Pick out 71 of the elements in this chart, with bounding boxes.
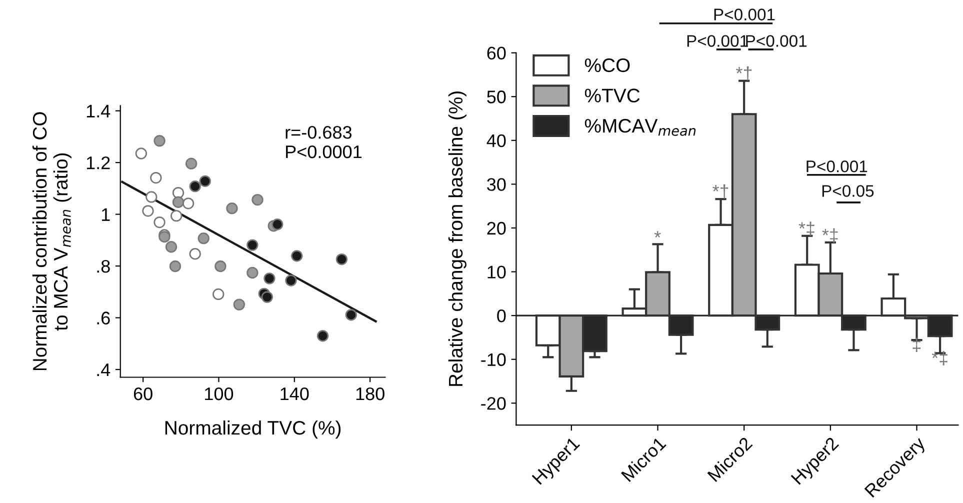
text: P<0.001 [714, 8, 775, 20]
point [285, 274, 297, 286]
point [182, 198, 194, 210]
y-axis-title: Relative change from baseline (%) [448, 92, 466, 386]
point [291, 250, 303, 262]
y-tick-label: 1.4 [86, 104, 110, 118]
y-tick-label: 0 [497, 309, 506, 322]
point [345, 309, 357, 321]
legend-label: %TVC [584, 88, 640, 102]
point [189, 248, 201, 260]
text: P<0.001 [687, 35, 748, 47]
annotation: * [654, 231, 661, 238]
y-tick-label: 30 [487, 178, 506, 191]
legend-label: %CO [584, 58, 630, 72]
point [214, 260, 226, 272]
point [169, 260, 182, 272]
annotation: *‡ [932, 351, 948, 366]
y-tick-label: 60 [487, 46, 506, 60]
point [146, 191, 158, 203]
y-tick-label: 20 [487, 222, 506, 235]
point [272, 218, 284, 230]
y-tick-label: .8 [97, 260, 110, 273]
point [316, 330, 329, 342]
annotation: P<0.001 [806, 160, 868, 172]
y-tick-label: 10 [488, 266, 506, 278]
annotation: *† [736, 66, 752, 81]
x-tick-label: 100 [205, 387, 234, 400]
legend-label: %MCAV$_{mean}$ [584, 118, 696, 136]
point [336, 253, 348, 266]
y-tick-label: 1.2 [86, 156, 110, 170]
point [198, 232, 210, 244]
point [226, 202, 238, 214]
point [199, 175, 211, 188]
y-tick-label: 1 [102, 208, 110, 221]
point [150, 172, 162, 184]
text: P<0.001 [746, 35, 807, 47]
point [154, 216, 166, 228]
y-tick-label: 40 [486, 134, 506, 148]
y-tick-label: -10 [481, 353, 506, 366]
point [261, 291, 274, 303]
x-tick-label: 140 [280, 387, 309, 400]
point [233, 298, 246, 310]
annotation: ‡ [912, 338, 920, 352]
point [170, 210, 182, 222]
x-tick-label: 60 [134, 387, 152, 400]
point [212, 288, 224, 300]
point [246, 239, 258, 251]
point [172, 196, 184, 208]
point [135, 148, 148, 160]
point [165, 241, 178, 253]
y-tick-label: .6 [97, 312, 110, 324]
x-tick-label: 180 [356, 387, 384, 400]
point [246, 266, 258, 279]
annotation: *‡ [822, 228, 838, 243]
point [172, 186, 184, 199]
y-tick-label: -20 [481, 397, 506, 410]
x-axis-title: Normalized TVC (%) [165, 420, 341, 439]
point [154, 134, 166, 147]
annotation: P<0.0001 [286, 145, 362, 158]
point [185, 158, 198, 170]
point [264, 272, 276, 284]
point [142, 205, 154, 217]
point [252, 194, 264, 206]
annotation: P<0.05 [822, 185, 874, 197]
annotation: *‡ [798, 222, 814, 236]
y-tick-label: 50 [487, 90, 506, 104]
annotation: *† [712, 184, 728, 199]
y-tick-label: .4 [97, 364, 110, 376]
point [189, 180, 201, 192]
y-axis-title: Normalized contribution of CO to MCA V$_{mean}$ (ratio) [32, 112, 72, 370]
annotation: r=-0.683 [286, 126, 352, 139]
